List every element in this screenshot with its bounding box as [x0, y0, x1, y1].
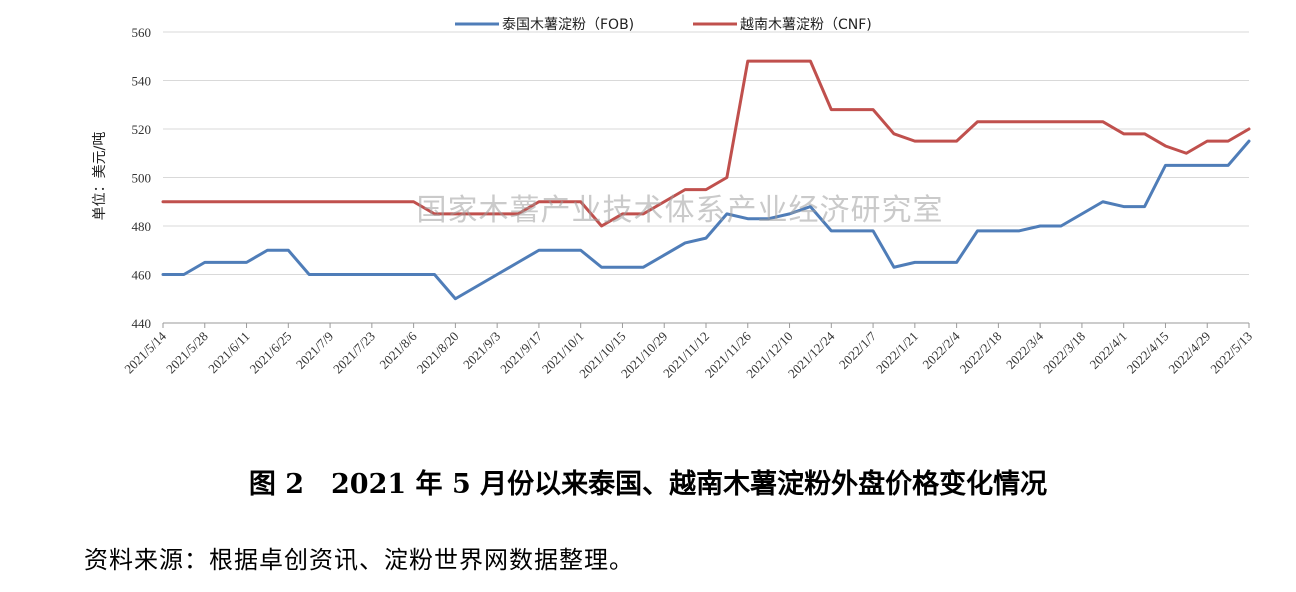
x-tick-label: 2022/1/21: [873, 329, 921, 377]
series-lines: [161, 59, 1251, 301]
x-tick-label: 2021/5/28: [163, 329, 211, 377]
figure-caption: 图 2 2021 年 5 月份以来泰国、越南木薯淀粉外盘价格变化情况: [248, 469, 1048, 500]
y-tick-label: 520: [132, 122, 152, 137]
x-tick-label: 2021/6/25: [247, 329, 295, 377]
series-line-2: [161, 59, 1251, 228]
y-tick-label: 440: [132, 316, 152, 331]
y-tick-label: 460: [132, 268, 152, 283]
x-tick-label: 2022/2/18: [957, 329, 1005, 377]
x-tick-label: 2022/4/29: [1165, 329, 1213, 377]
y-gridlines: [163, 31, 1249, 275]
legend: 泰国木薯淀粉（FOB) 越南木薯淀粉（CNF): [455, 17, 872, 33]
watermark: 国家木薯产业技术体系产业经济研究室: [417, 193, 944, 228]
y-tick-label: 500: [132, 171, 152, 186]
price-line-chart: 440 460 480 500 520 540 560 2021/5/142021/5/28…: [92, 17, 1255, 381]
x-tick-label: 2021/7/23: [330, 329, 378, 377]
x-tick-label: 2021/9/17: [497, 328, 545, 376]
x-tick-label: 2022/4/15: [1124, 329, 1172, 377]
y-axis-label: 单位：美元/吨: [92, 132, 108, 221]
x-tick-label: 2021/12/24: [785, 328, 838, 381]
x-tick-label: 2022/3/18: [1040, 329, 1088, 377]
x-tick-label: 2022/5/13: [1207, 329, 1255, 377]
y-tick-label: 540: [132, 74, 152, 89]
legend-label-2: 越南木薯淀粉（CNF): [740, 17, 872, 33]
x-tick-label: 2021/8/20: [414, 329, 462, 377]
y-tick-labels: 440 460 480 500 520 540 560: [132, 25, 152, 331]
y-tick-label: 560: [132, 25, 152, 40]
legend-label-1: 泰国木薯淀粉（FOB): [502, 17, 634, 33]
y-tick-label: 480: [132, 219, 152, 234]
x-tick-label: 2021/5/14: [121, 328, 169, 376]
series-line-1: [161, 139, 1251, 301]
x-tick-label: 2021/6/11: [205, 329, 253, 377]
source-note: 资料来源：根据卓创资讯、淀粉世界网数据整理。: [84, 546, 634, 574]
